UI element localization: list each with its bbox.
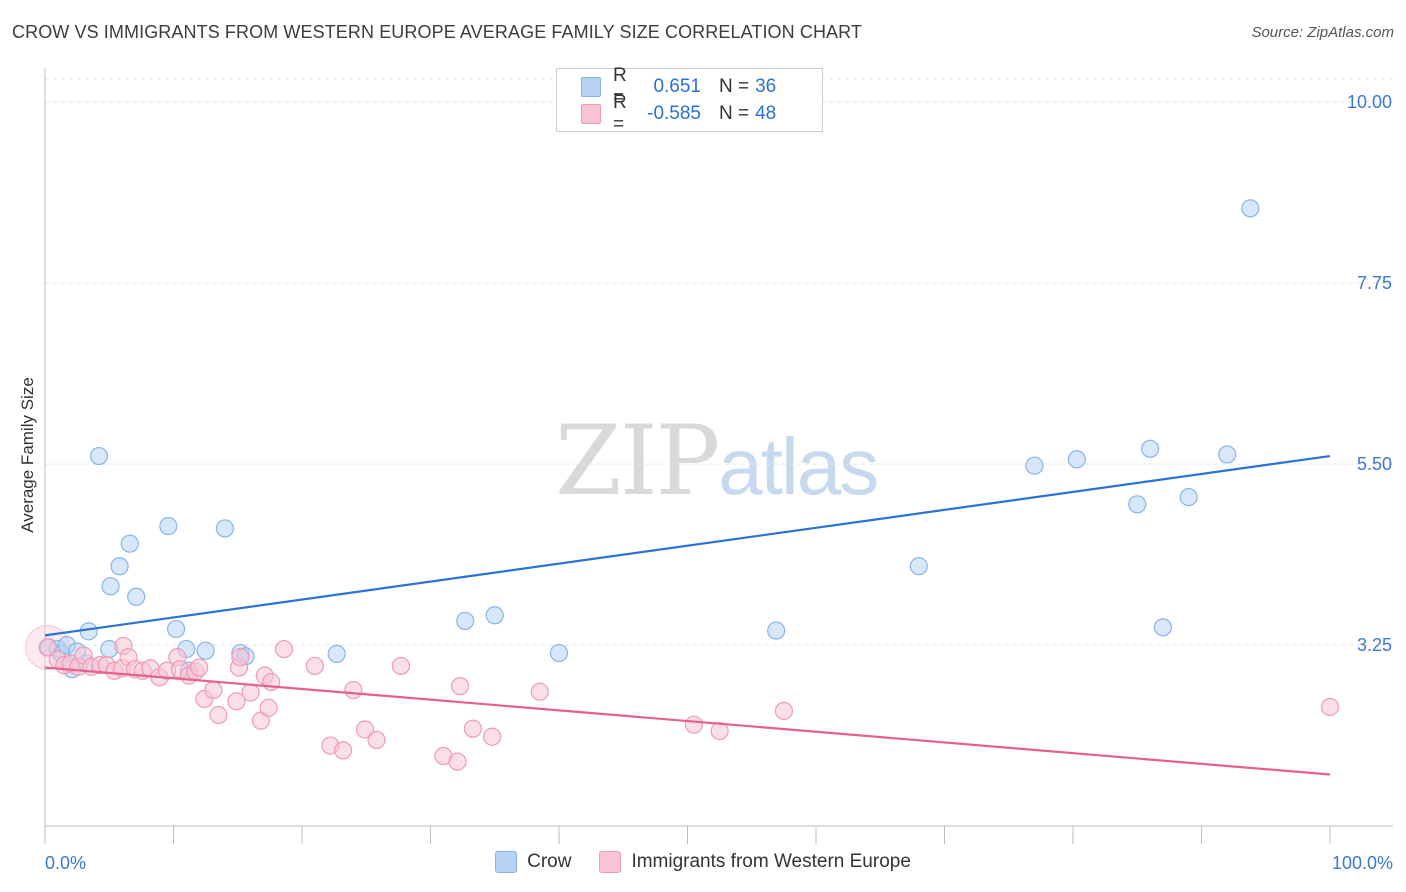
legend-row-crow: R = 0.651 N = 36	[581, 65, 777, 108]
crow-point	[767, 621, 786, 640]
x-tick-label: 0.0%	[45, 853, 86, 873]
legend-r-label: R =	[613, 92, 627, 135]
crow-swatch-icon	[581, 77, 601, 97]
legend-label-crow: Crow	[527, 851, 572, 872]
legend-n-label: N =	[719, 76, 750, 97]
immigrants-point	[450, 676, 470, 696]
crow-point	[1218, 445, 1237, 464]
immigrants-point	[190, 658, 209, 677]
immigrants-point	[448, 752, 467, 771]
crow-point	[1153, 618, 1173, 637]
source-label: Source: ZipAtlas.com	[1251, 24, 1394, 41]
series-legend: Crow Immigrants from Western Europe	[0, 851, 1406, 873]
crow-point	[1025, 456, 1044, 475]
crow-point	[196, 641, 215, 660]
crow-point	[127, 587, 146, 606]
crow-trend-line	[44, 454, 1331, 637]
immigrants-point	[227, 692, 246, 711]
immigrants-swatch-icon	[599, 851, 622, 873]
immigrants-trend-line	[44, 666, 1331, 776]
crow-point	[456, 611, 475, 631]
x-tick-label: 100.0%	[1332, 853, 1393, 873]
crow-point	[1241, 199, 1260, 218]
crow-point	[89, 446, 109, 466]
immigrants-point	[334, 741, 353, 760]
immigrants-point	[274, 639, 294, 659]
y-tick-label: 5.50	[1357, 454, 1392, 474]
immigrants-point	[204, 680, 223, 700]
immigrants-point	[1320, 697, 1340, 717]
legend-row-immigrants: R = -0.585 N = 48	[581, 92, 777, 135]
immigrants-point	[463, 719, 483, 738]
legend-n-value-immigrants: 48	[755, 103, 777, 124]
correlation-legend: R = 0.651 N = 36 R = -0.585 N = 48	[556, 65, 823, 135]
immigrants-point	[684, 715, 704, 734]
immigrants-point	[344, 680, 363, 700]
legend-r-value-crow: 0.651	[653, 76, 701, 97]
immigrants-point	[391, 656, 411, 676]
immigrants-point	[710, 721, 729, 741]
crow-point	[159, 516, 178, 536]
crow-point	[549, 643, 569, 663]
legend-n-label: N =	[719, 103, 750, 124]
crow-point	[909, 557, 928, 576]
immigrants-point	[530, 682, 549, 701]
crow-point	[215, 519, 234, 538]
immigrants-point	[241, 683, 260, 702]
immigrants-point	[483, 727, 502, 746]
legend-n-value-crow: 36	[755, 76, 777, 97]
crow-point	[120, 534, 139, 553]
y-axis-label: Average Family Size	[18, 377, 37, 533]
crow-point	[110, 557, 129, 576]
immigrants-point	[231, 648, 250, 667]
legend-label-immigrants: Immigrants from Western Europe	[631, 851, 911, 872]
crow-point	[79, 622, 98, 641]
legend-r-label: R =	[613, 65, 627, 108]
immigrants-point	[259, 698, 278, 717]
crow-point	[327, 644, 346, 663]
immigrants-point	[38, 638, 57, 657]
immigrants-swatch-icon	[581, 104, 601, 124]
immigrants-point	[367, 730, 386, 750]
immigrants-point	[355, 720, 375, 739]
legend-item-crow[interactable]: Crow	[495, 851, 571, 873]
crow-point	[1128, 495, 1147, 514]
crow-point	[1067, 450, 1086, 469]
immigrants-point	[774, 701, 793, 721]
crow-swatch-icon	[495, 851, 518, 873]
crow-point	[101, 577, 120, 596]
immigrants-point	[209, 705, 228, 725]
y-tick-label: 7.75	[1357, 273, 1392, 293]
chart-title: CROW VS IMMIGRANTS FROM WESTERN EUROPE A…	[12, 22, 863, 42]
y-tick-label: 10.00	[1347, 92, 1392, 112]
crow-point	[1140, 439, 1160, 458]
crow-point	[166, 619, 186, 639]
immigrants-point	[262, 672, 281, 692]
y-tick-label: 3.25	[1357, 635, 1392, 655]
legend-r-value-immigrants: -0.585	[647, 103, 701, 124]
crow-point	[485, 606, 504, 625]
legend-item-immigrants[interactable]: Immigrants from Western Europe	[599, 851, 911, 873]
crow-point	[1179, 487, 1198, 507]
immigrants-point	[305, 656, 324, 676]
